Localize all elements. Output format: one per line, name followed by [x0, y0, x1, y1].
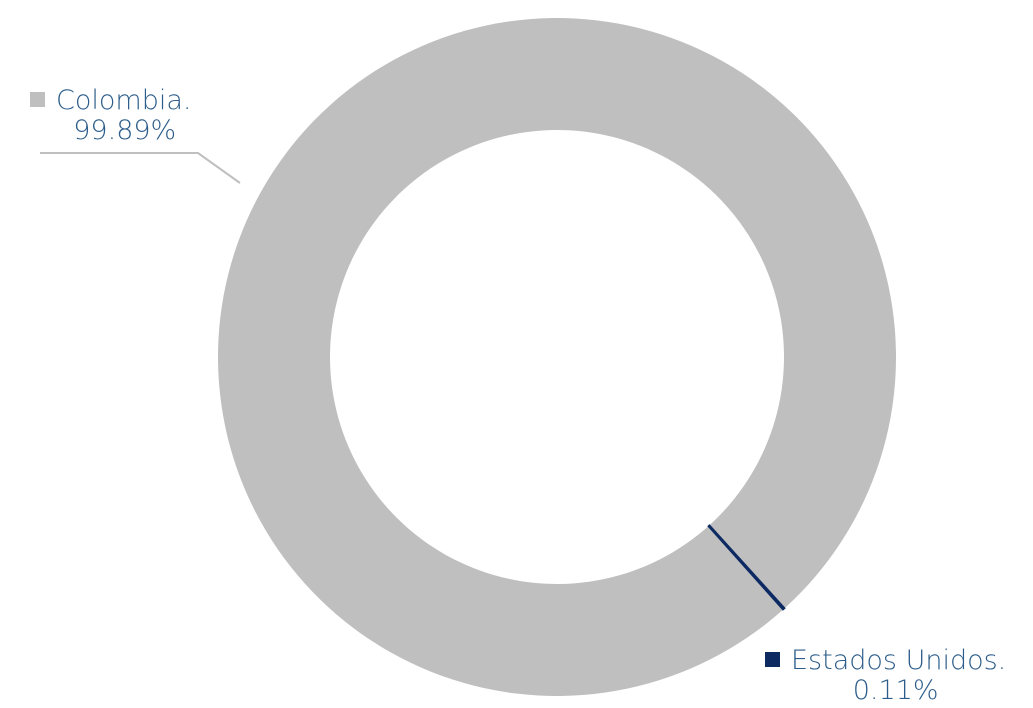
- slice-value-colombia: 99.89%: [30, 116, 191, 146]
- donut-slices: [218, 18, 896, 696]
- donut-slice-colombia: [218, 18, 896, 696]
- slice-label-estados-unidos: Estados Unidos.: [791, 645, 1006, 676]
- legend-swatch-colombia: [30, 92, 45, 107]
- slice-value-estados-unidos: 0.11%: [765, 676, 1006, 706]
- data-label-estados-unidos: Estados Unidos. 0.11%: [765, 646, 1006, 706]
- leader-line-colombia: [40, 153, 240, 183]
- slice-label-colombia: Colombia.: [56, 85, 191, 116]
- data-label-colombia: Colombia. 99.89%: [30, 86, 191, 146]
- legend-swatch-estados-unidos: [765, 652, 780, 667]
